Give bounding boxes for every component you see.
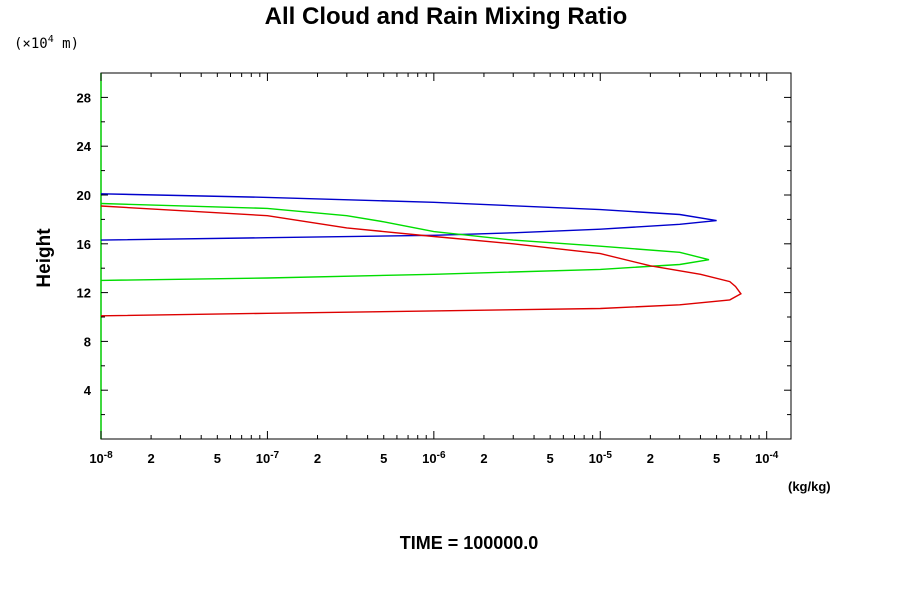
x-axis-unit: (kg/kg) bbox=[788, 479, 831, 494]
y-tick-label: 8 bbox=[84, 334, 91, 349]
y-tick-label: 4 bbox=[84, 383, 92, 398]
x-tick-label: 10-8 bbox=[89, 450, 113, 466]
x-minor-tick-label: 2 bbox=[147, 451, 154, 466]
axis-ticks: 4 8 12 16 20 24 28 10-8 10-7 10-6 10-5 10-4 2 5 2 5 2 5 2 5 bbox=[77, 73, 791, 466]
y-axis-label: Height bbox=[34, 228, 55, 288]
x-minor-tick-label: 5 bbox=[380, 451, 387, 466]
series-line-2 bbox=[100, 202, 710, 282]
series-line-1 bbox=[100, 193, 717, 241]
y-tick-label: 28 bbox=[77, 90, 91, 105]
x-minor-tick-label: 2 bbox=[314, 451, 321, 466]
y-tick-label: 24 bbox=[77, 139, 92, 154]
y-tick-label: 12 bbox=[77, 286, 91, 301]
plot-frame bbox=[100, 72, 792, 440]
chart-title: All Cloud and Rain Mixing Ratio bbox=[265, 3, 628, 30]
time-label: TIME = 100000.0 bbox=[400, 533, 539, 553]
x-tick-label: 10-7 bbox=[256, 450, 280, 466]
series-line-3 bbox=[100, 205, 742, 317]
y-axis-unit: (×104 m) bbox=[14, 34, 79, 52]
x-tick-label: 10-5 bbox=[589, 450, 613, 466]
x-minor-tick-label: 5 bbox=[214, 451, 221, 466]
x-minor-tick-label: 2 bbox=[480, 451, 487, 466]
y-tick-label: 20 bbox=[77, 188, 91, 203]
x-minor-tick-label: 5 bbox=[547, 451, 554, 466]
data-series bbox=[100, 193, 742, 317]
y-tick-label: 16 bbox=[77, 237, 91, 252]
x-tick-label: 10-4 bbox=[755, 450, 779, 466]
x-minor-tick-label: 2 bbox=[647, 451, 654, 466]
x-minor-tick-label: 5 bbox=[713, 451, 720, 466]
x-tick-label: 10-6 bbox=[422, 450, 446, 466]
